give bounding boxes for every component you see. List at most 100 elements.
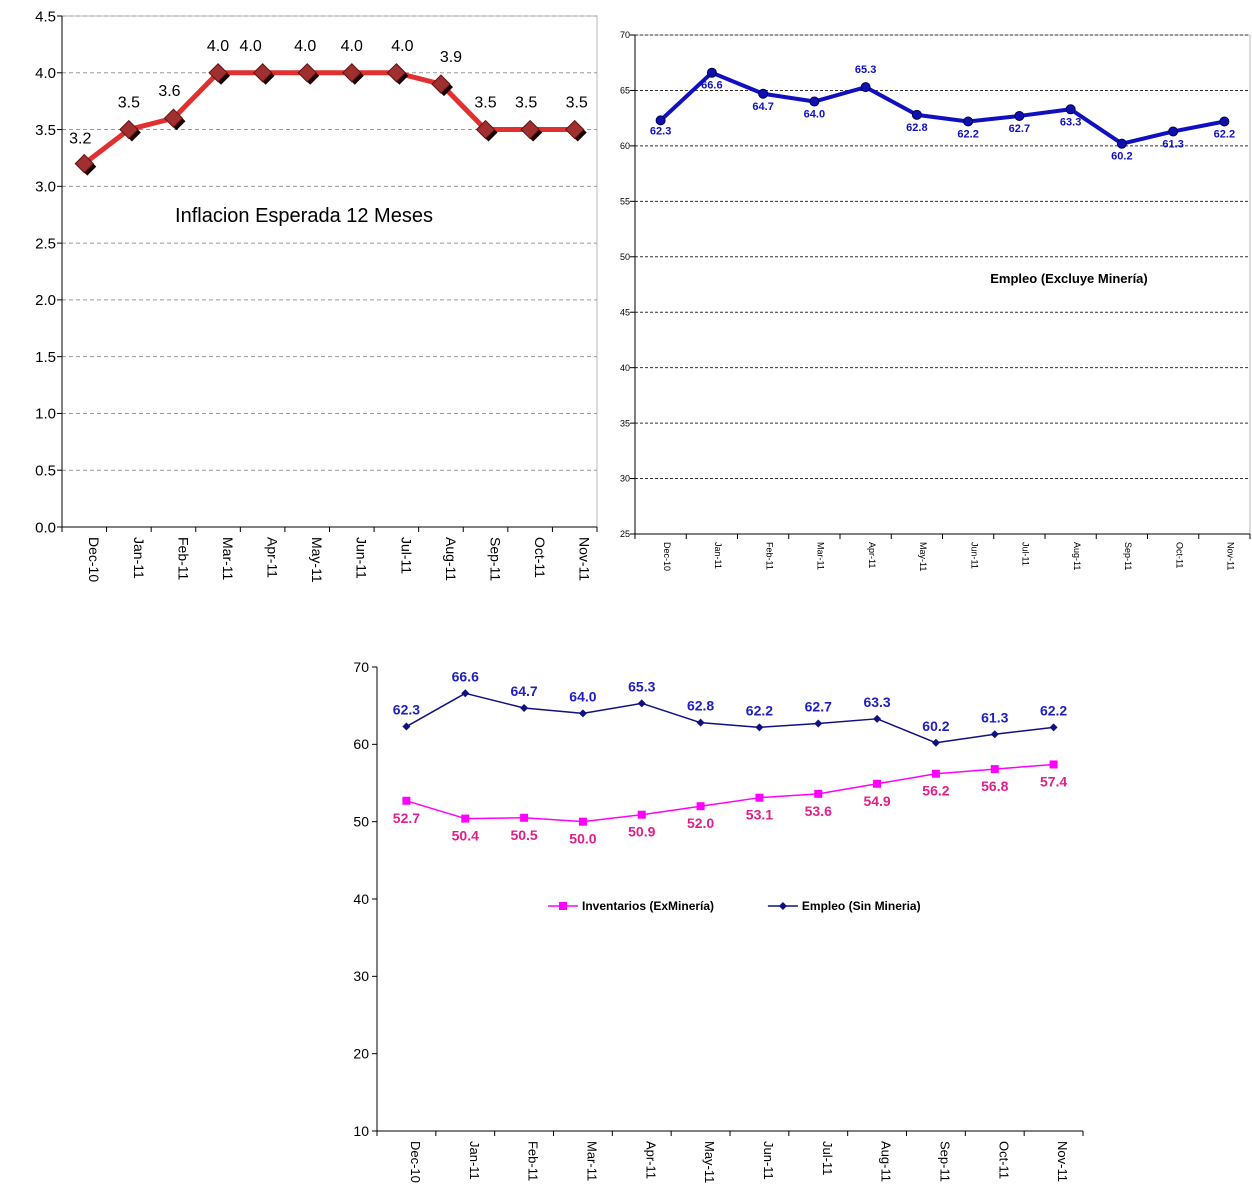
data-label: 66.6 [701, 80, 722, 92]
data-point [1049, 760, 1058, 769]
data-point [1116, 138, 1127, 149]
y-tick-label: 3.0 [35, 179, 56, 196]
data-label: 52.0 [687, 815, 714, 831]
data-label: 62.2 [1214, 128, 1235, 140]
data-point [520, 703, 529, 712]
data-label: 62.7 [805, 698, 832, 714]
x-tick-label: Nov-11 [1226, 542, 1236, 570]
y-tick-label: 3.5 [35, 122, 56, 139]
data-label: 63.3 [863, 694, 890, 710]
y-tick-label: 4.0 [35, 65, 56, 82]
x-tick-label: Nov-11 [577, 537, 593, 581]
data-point [74, 153, 94, 174]
x-tick-label: Feb-11 [764, 542, 774, 570]
data-point [475, 119, 496, 140]
data-point [990, 765, 999, 774]
data-point [637, 810, 646, 819]
data-label: 62.2 [957, 128, 978, 140]
data-label: 64.0 [804, 109, 825, 121]
y-tick-label: 40 [353, 891, 369, 907]
y-tick-label: 50 [620, 252, 630, 262]
legend-label: Inventarios (ExMinería) [582, 899, 714, 913]
data-point [696, 718, 705, 727]
x-tick-label: Apr-11 [643, 1141, 658, 1179]
data-point [461, 814, 470, 823]
data-point [814, 789, 823, 798]
x-tick-label: Mar-11 [220, 537, 236, 581]
x-tick-label: Jul-11 [398, 537, 414, 574]
chart-3: 10 20 30 40 50 60 70 Dec-10 Jan-11 Feb-11 Mar-11 Ap… [353, 659, 1084, 1183]
data-point [163, 108, 184, 128]
data-label: 3.9 [440, 49, 462, 66]
x-tick-label: Dec-10 [408, 1141, 423, 1183]
x-tick-label: Aug-11 [443, 537, 459, 581]
x-tick-label: Apr-11 [265, 537, 281, 578]
x-tick-label: Jul-11 [820, 1141, 835, 1175]
y-tick-label: 0.5 [35, 462, 56, 479]
data-label: 4.0 [207, 38, 229, 55]
data-point [578, 817, 587, 826]
x-tick-label: Feb-11 [175, 537, 191, 581]
x-tick-label: Feb-11 [526, 1141, 541, 1181]
data-label: 3.5 [515, 95, 537, 112]
data-point [520, 119, 540, 140]
x-tick-label: Jan-11 [713, 542, 723, 569]
data-point [1014, 110, 1025, 121]
x-tick-label: May-11 [309, 537, 325, 583]
chart-1: 0.0 0.5 1.0 1.5 2.0 2.5 3.0 3.5 4.0 4.5 Dec-10 Jan-… [35, 8, 598, 583]
data-label: 4.0 [341, 38, 363, 55]
y-tick-label: 50 [353, 814, 369, 830]
x-tick-label: Mar-11 [816, 542, 826, 570]
data-label: 63.3 [1060, 116, 1081, 128]
y-tick-label: 1.0 [35, 406, 56, 423]
x-tick-label: Jun-11 [969, 542, 979, 569]
y-tick-label: 40 [620, 363, 630, 373]
data-point [963, 116, 974, 127]
data-label: 3.6 [158, 83, 180, 100]
data-point [386, 63, 407, 83]
data-point [990, 730, 999, 739]
data-point [119, 119, 139, 140]
data-label: 62.3 [650, 125, 671, 137]
data-point [1065, 104, 1076, 115]
y-tick-label: 0.0 [35, 519, 56, 536]
legend-marker [778, 902, 787, 910]
data-label: 3.2 [69, 131, 91, 148]
data-label: 50.4 [452, 828, 479, 844]
y-tick-label: 30 [353, 968, 369, 984]
data-label: 62.7 [1009, 123, 1030, 135]
x-tick-label: Sep-11 [937, 1141, 952, 1182]
data-point [931, 738, 940, 747]
data-point [758, 88, 769, 99]
x-tick-label: Jan-11 [131, 537, 147, 579]
data-label: 62.8 [906, 122, 927, 134]
data-label: 64.7 [752, 101, 773, 113]
data-label: 65.3 [628, 678, 655, 694]
y-tick-label: 20 [353, 1046, 369, 1062]
y-tick-label: 4.5 [35, 8, 56, 25]
data-label: 61.3 [1162, 138, 1183, 150]
data-label: 3.5 [566, 95, 588, 112]
data-point [1168, 126, 1179, 137]
data-point [402, 796, 411, 805]
series-line [659, 70, 1225, 146]
data-point [655, 115, 666, 126]
data-point [706, 67, 717, 78]
data-point [873, 779, 882, 788]
y-tick-label: 70 [620, 30, 630, 40]
y-tick-label: 30 [620, 474, 630, 484]
x-tick-label: Apr-11 [867, 542, 877, 568]
data-point [911, 109, 922, 120]
legend-label: Empleo (Sin Mineria) [802, 899, 921, 913]
data-label: 3.5 [118, 95, 140, 112]
data-label: 53.1 [746, 807, 773, 823]
x-tick-label: Sep-11 [1123, 542, 1133, 570]
data-label: 64.0 [569, 688, 596, 704]
data-point [637, 699, 646, 708]
data-point [931, 769, 940, 778]
data-label: 62.3 [393, 702, 420, 718]
y-tick-label: 65 [620, 86, 630, 96]
chart-title: Empleo (Excluye Minería) [990, 271, 1148, 286]
x-tick-label: Jun-11 [761, 1141, 776, 1180]
data-label: 4.0 [294, 38, 316, 55]
